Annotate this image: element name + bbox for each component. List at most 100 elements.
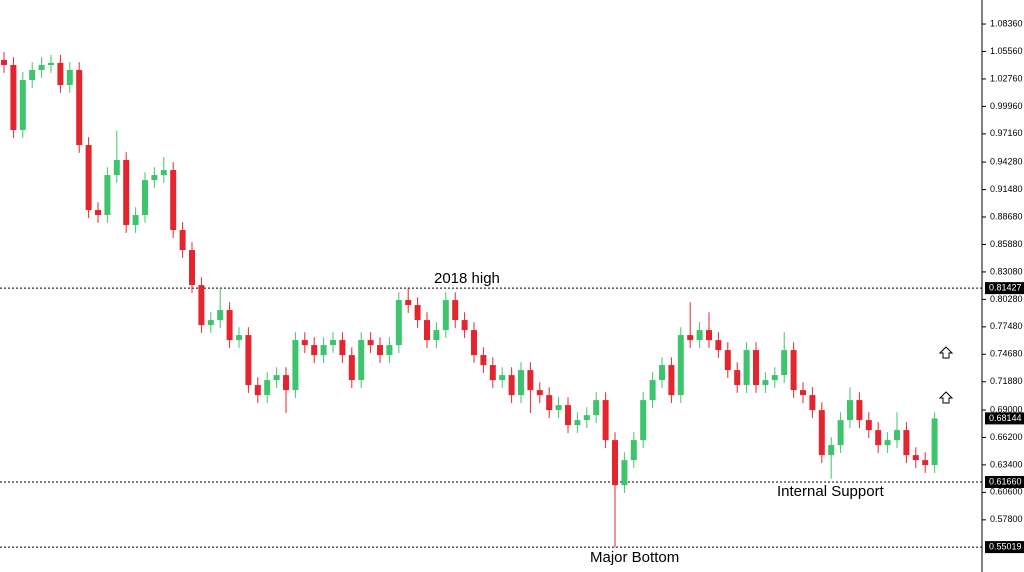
candle-body	[828, 445, 835, 456]
candle-body	[179, 230, 186, 251]
last-price-label: 0.68144	[989, 413, 1022, 423]
y-tick-label: 0.63400	[990, 459, 1023, 469]
candle-body	[884, 440, 891, 446]
candle-body	[57, 62, 64, 86]
y-tick-label: 0.99960	[990, 101, 1023, 111]
candle-body	[358, 340, 365, 381]
y-tick-label: 0.66200	[990, 432, 1023, 442]
candle-body	[931, 418, 938, 466]
candle-body	[283, 375, 289, 391]
y-tick-label: 0.85880	[990, 239, 1023, 249]
candle-body	[715, 340, 722, 351]
candle-body	[499, 375, 506, 381]
candle-body	[546, 395, 553, 411]
candle-body	[677, 335, 684, 396]
candle-body	[104, 175, 111, 216]
candle-body	[442, 300, 449, 331]
level-label: 0.55019	[989, 541, 1022, 551]
candle-body	[142, 180, 148, 216]
level-label-box	[985, 541, 1024, 554]
candle-body	[217, 310, 224, 321]
candle-body	[865, 420, 872, 431]
y-tick-label: 0.80280	[990, 294, 1023, 304]
candle-body	[264, 380, 271, 396]
candle-body	[433, 330, 440, 341]
candle-body	[10, 65, 17, 131]
candle-body	[19, 80, 26, 131]
level-annotation: Internal Support	[777, 483, 885, 500]
candle-body	[640, 400, 647, 441]
candle-body	[762, 380, 769, 386]
y-tick-label: 0.83080	[990, 266, 1023, 276]
candle-body	[856, 400, 863, 421]
candle-body	[489, 365, 496, 381]
candle-body	[348, 355, 355, 381]
candle-body	[301, 340, 308, 346]
candle-body	[649, 380, 656, 401]
candle-body	[95, 210, 101, 216]
level-annotation: Major Bottom	[590, 549, 679, 566]
candle-body	[113, 160, 120, 176]
candle-body	[518, 370, 524, 396]
level-label-box	[985, 282, 1024, 295]
candle-body	[922, 460, 929, 466]
candle-body	[395, 300, 402, 346]
candle-body	[320, 345, 327, 356]
y-tick-label: 0.77480	[990, 321, 1023, 331]
candle-body	[85, 145, 92, 211]
candle-body	[612, 440, 618, 486]
candle-body	[245, 335, 252, 386]
last-price-box	[985, 412, 1024, 425]
candle-body	[574, 420, 581, 426]
y-tick-label: 0.88680	[990, 211, 1023, 221]
level-label: 0.61660	[989, 476, 1022, 486]
candle-body	[461, 320, 468, 331]
y-tick-label: 0.91480	[990, 184, 1023, 194]
y-tick-label: 0.74680	[990, 349, 1023, 359]
candle-body	[696, 330, 703, 341]
candle-body	[38, 65, 45, 71]
y-tick-label: 0.97160	[990, 128, 1023, 138]
candle-body	[583, 415, 590, 421]
candle-body	[132, 215, 139, 226]
candle-body	[226, 310, 233, 341]
y-tick-label: 0.69000	[990, 404, 1023, 414]
candle-body	[743, 350, 750, 386]
candle-body	[160, 170, 167, 176]
candle-body	[771, 375, 778, 381]
candle-body	[189, 250, 195, 286]
up-arrow-icon	[938, 346, 954, 404]
y-tick-label: 0.71880	[990, 376, 1023, 386]
candle-body	[198, 285, 205, 326]
candle-body	[630, 440, 637, 461]
candle-body	[837, 420, 844, 446]
candle-body	[424, 320, 430, 341]
candle-body	[687, 335, 694, 341]
candle-body	[236, 335, 242, 341]
candle-body	[781, 350, 788, 376]
candle-body	[659, 365, 665, 381]
candle-body	[377, 345, 383, 356]
y-tick-label: 1.08360	[990, 18, 1023, 28]
candle-body	[170, 170, 177, 231]
candle-body	[753, 350, 759, 386]
candle-body	[602, 400, 609, 441]
candle-body	[480, 355, 487, 366]
candle-body	[508, 375, 515, 396]
candle-body	[1, 59, 7, 66]
candle-body	[66, 70, 73, 86]
candle-body	[875, 430, 882, 446]
candle-body	[48, 62, 54, 66]
candle-body	[809, 395, 816, 411]
y-tick-label: 1.02760	[990, 73, 1023, 83]
candle-body	[386, 345, 393, 356]
candle-body	[894, 430, 900, 441]
candle-body	[593, 400, 600, 416]
candle-body	[292, 340, 299, 391]
candle-body	[123, 160, 130, 226]
candle-body	[790, 350, 797, 391]
candle-body	[151, 175, 158, 181]
level-annotation: 2018 high	[434, 270, 500, 287]
candle-body	[207, 320, 214, 326]
candle-body	[565, 405, 571, 426]
